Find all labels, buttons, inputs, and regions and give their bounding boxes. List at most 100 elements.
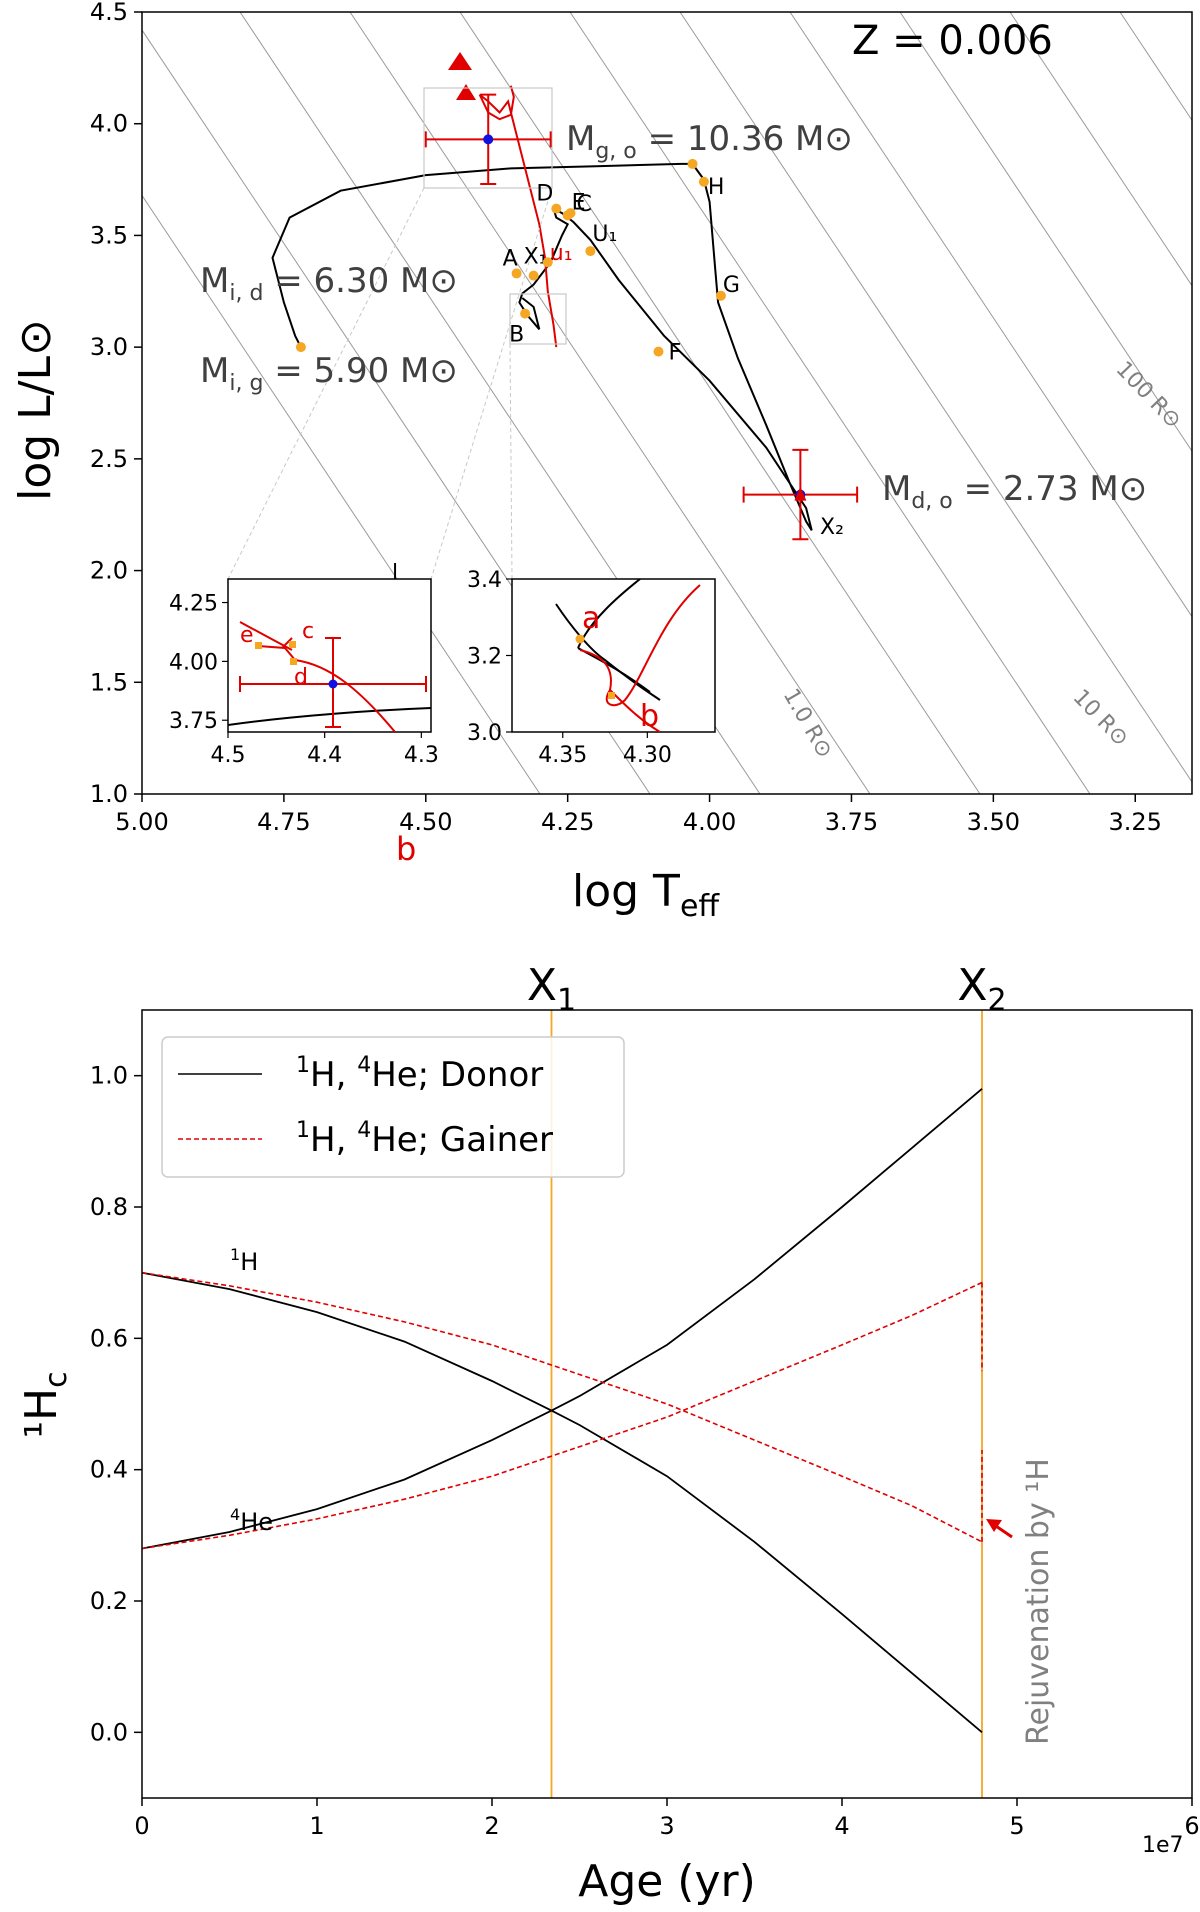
legend-donor-sup2: 4: [357, 1053, 371, 1078]
abundance-y-axis-label-sub: c: [39, 1371, 74, 1388]
track-point: [511, 268, 522, 279]
inset-1-content: e cd: [228, 619, 431, 732]
rejuvenation-label: Rejuvenation by ¹H: [1021, 1458, 1056, 1745]
abundance-y-axis-label-main: ¹H: [16, 1388, 67, 1439]
donor-end-marker: [794, 486, 807, 501]
gainer-marker: [456, 84, 476, 100]
x-tick-label: 0: [134, 1812, 149, 1840]
inset-y-tick-label: 4.25: [169, 592, 218, 617]
series-line: [142, 1271, 983, 1733]
curve-label-h-text: H: [240, 1248, 258, 1276]
y-tick-label: 4.0: [90, 110, 128, 138]
zoom-guide: [509, 343, 513, 580]
x-tick-label: 3: [659, 1812, 674, 1840]
event-label-main: X: [957, 960, 987, 1011]
y-tick-label: 0.2: [90, 1587, 128, 1615]
track-point: [551, 203, 562, 214]
legend-gainer-text1: H,: [310, 1120, 357, 1160]
curve-label-h-sup: 1: [230, 1245, 240, 1264]
inset-y-tick-label: 3.4: [467, 568, 502, 593]
inset-1-donor-track: [228, 707, 431, 726]
inset-1: e cd 4.5 4.4 4.3 3.75 4.00 4.25: [169, 578, 439, 768]
mass-label-mgo: Mg, o = 10.36 M⊙: [566, 119, 853, 164]
series-line: [142, 1271, 983, 1543]
inset-1-observation: [328, 679, 338, 689]
track-point: [528, 270, 539, 281]
gainer-end-marker: [448, 52, 472, 70]
inset-1-label-c: c: [302, 619, 314, 644]
zoom-box-2: [509, 293, 567, 345]
mass-label-mdo-m: M: [882, 469, 911, 509]
track-point-label: X₁: [524, 245, 548, 270]
inset-y-tick-label: 3.0: [467, 721, 502, 746]
track-point: [520, 308, 531, 319]
legend-box: [161, 1036, 625, 1178]
inset-1-label-d: d: [294, 665, 308, 690]
y-tick-label: 3.5: [90, 221, 128, 249]
mass-label-mdo: Md, o = 2.73 M⊙: [882, 469, 1147, 514]
track-point: [295, 342, 306, 353]
radius-line: [899, 12, 1192, 453]
mass-label-mig-val: = 5.90 M⊙: [263, 351, 457, 391]
series-line: [142, 1281, 983, 1550]
track-point: [562, 210, 573, 221]
zoom-box-1: [423, 87, 553, 189]
inset-1-ticks: 4.5 4.4 4.3 3.75 4.00 4.25: [169, 592, 439, 768]
x-tick-label: 6: [1184, 1812, 1199, 1840]
hr-x-axis-label-main: log T: [572, 866, 680, 917]
mass-label-mig-m: M: [200, 351, 229, 391]
hr-diagram: A B CD E F G H X₁ U₁ X₂ u₁ 5.00 4.75 4.50 4.25 4.00 3.7…: [10, 0, 1193, 924]
y-tick-label: 3.0: [90, 333, 128, 361]
event-label-main: X: [527, 960, 557, 1011]
event-labels: X1 X2: [527, 960, 1007, 1018]
track-point-label: E: [572, 190, 586, 215]
inset-2-label-b: b: [640, 699, 659, 734]
observations: [424, 93, 859, 541]
track-point-label: C: [577, 192, 592, 217]
mass-label-mgo-val: = 10.36 M⊙: [637, 119, 853, 159]
y-tick-label: 0.6: [90, 1324, 128, 1352]
rejuvenation-arrowhead: [986, 1519, 1002, 1532]
track-point-label: u₁: [550, 241, 573, 266]
mass-label-mid-sub: i, d: [229, 281, 263, 306]
curve-label-he-text: He: [240, 1508, 273, 1536]
y-tick-label: 1.0: [90, 1062, 128, 1090]
mass-label-mid: Mi, d = 6.30 M⊙: [200, 261, 458, 306]
inset-1-label-e: e: [240, 623, 254, 648]
abundance-x-axis-label: Age (yr): [578, 1856, 756, 1907]
inset-x-tick-label: 4.5: [211, 743, 246, 768]
track-point: [698, 176, 709, 187]
metallicity-label: Z = 0.006: [852, 18, 1053, 64]
abundance-y-axis-label: ¹Hc: [16, 1371, 74, 1438]
inset-x-tick-label: 4.3: [404, 743, 439, 768]
curve-label-he-sup: 4: [230, 1505, 240, 1524]
x-tick-label: 4.00: [683, 808, 736, 836]
inset-1-bg: [227, 578, 432, 733]
radius-line: [569, 12, 1091, 794]
track-point: [715, 290, 726, 301]
gainer-track: [478, 85, 558, 348]
inset-2-marker: [608, 692, 615, 699]
y-tick-label: 0.8: [90, 1193, 128, 1221]
inset-2-content: ab: [555, 579, 701, 734]
radius-line: [1009, 12, 1192, 287]
inset-2-marker: [575, 634, 585, 644]
inset-1-marker: [290, 658, 297, 665]
event-label: X1: [527, 960, 576, 1018]
hr-y-axis-label: log L/L⊙: [10, 319, 61, 501]
hr-axes-frame: [141, 11, 1193, 795]
track-point-label: H: [708, 175, 725, 200]
stray-tick-label: l: [392, 561, 398, 586]
event-label: X2: [957, 960, 1006, 1018]
legend-donor-sup1: 1: [296, 1053, 310, 1078]
track-point: [653, 346, 664, 357]
inset-1-gainer-loop: [239, 621, 293, 651]
event-label-sub: 2: [988, 983, 1007, 1018]
track-point-label: A: [503, 246, 518, 271]
x-tick-label: 3.50: [967, 808, 1020, 836]
hr-x-axis-label: log Teff: [572, 866, 720, 924]
inset-y-tick-label: 3.2: [467, 645, 502, 670]
radius-line: [679, 12, 1192, 783]
